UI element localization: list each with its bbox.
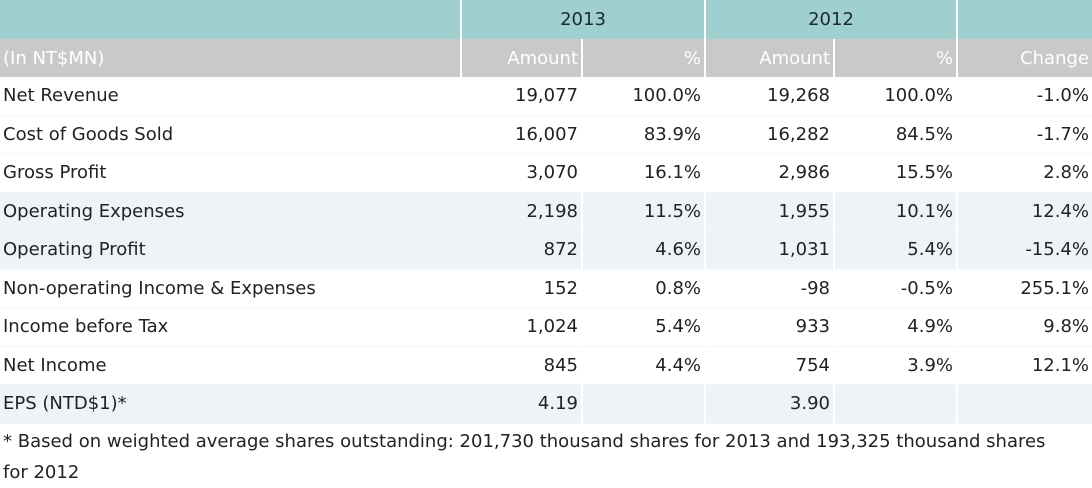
change-cell: -15.4%: [958, 231, 1092, 270]
row-label: Cost of Goods Sold: [0, 116, 462, 154]
table-row: Net Income 845 4.4% 754 3.9% 12.1%: [0, 346, 1092, 385]
pct-2013-cell: 100.0%: [583, 77, 706, 116]
amount-2013-cell: 3,070: [462, 154, 583, 193]
change-cell: -1.7%: [958, 116, 1092, 154]
change-cell: 12.1%: [958, 347, 1092, 385]
column-header-row: (In NT$MN) Amount % Amount % Change: [0, 39, 1092, 77]
amount-2013-cell: 872: [462, 231, 583, 270]
table-row: Gross Profit 3,070 16.1% 2,986 15.5% 2.8%: [0, 154, 1092, 193]
pct-2013-cell: 4.6%: [583, 231, 706, 270]
unit-label: (In NT$MN): [0, 39, 462, 77]
amount-2013-cell: 845: [462, 346, 583, 385]
amount-2013-cell: 1,024: [462, 308, 583, 347]
pct-2012-cell: 3.9%: [835, 346, 958, 385]
year-header-2012: 2012: [706, 0, 958, 39]
pct-2013-cell: 16.1%: [583, 154, 706, 193]
pct-2013-cell: [583, 385, 706, 424]
row-label: Net Revenue: [0, 77, 462, 116]
col-change: Change: [958, 39, 1092, 77]
amount-2012-cell: 16,282: [706, 115, 835, 154]
change-cell: -1.0%: [958, 77, 1092, 116]
amount-2013-cell: 2,198: [462, 192, 583, 231]
row-label: Net Income: [0, 347, 462, 385]
amount-2013-cell: 19,077: [462, 77, 583, 116]
change-cell: 12.4%: [958, 192, 1092, 231]
col-pct-2013: %: [583, 39, 706, 77]
row-label: Operating Expenses: [0, 192, 462, 231]
pct-2012-cell: 100.0%: [835, 77, 958, 116]
amount-2012-cell: 2,986: [706, 154, 835, 193]
table-row: Operating Profit 872 4.6% 1,031 5.4% -15.4%: [0, 231, 1092, 270]
empty-header-cell-change: [958, 0, 1092, 39]
change-cell: 9.8%: [958, 308, 1092, 347]
table-row: Net Revenue 19,077 100.0% 19,268 100.0% -1.0%: [0, 77, 1092, 116]
table-row: Operating Expenses 2,198 11.5% 1,955 10.1% 12…: [0, 192, 1092, 231]
row-label: Income before Tax: [0, 308, 462, 347]
row-label: EPS (NTD$1)*: [0, 385, 462, 424]
amount-2013-cell: 4.19: [462, 385, 583, 424]
footnote: * Based on weighted average shares outst…: [3, 430, 1046, 483]
row-label: Operating Profit: [0, 231, 462, 270]
pct-2013-cell: 5.4%: [583, 308, 706, 347]
table-row: Income before Tax 1,024 5.4% 933 4.9% 9.8%: [0, 308, 1092, 347]
amount-2012-cell: 933: [706, 308, 835, 347]
change-cell: 255.1%: [958, 270, 1092, 308]
col-pct-2012: %: [835, 39, 958, 77]
income-statement-table: 2013 2012 (In NT$MN) Amount % Amount % C…: [0, 0, 1092, 424]
year-header-2013: 2013: [462, 0, 706, 39]
pct-2012-cell: 15.5%: [835, 154, 958, 193]
amount-2012-cell: 754: [706, 346, 835, 385]
pct-2013-cell: 4.4%: [583, 346, 706, 385]
pct-2012-cell: -0.5%: [835, 269, 958, 308]
table-row: Cost of Goods Sold 16,007 83.9% 16,282 84.5%…: [0, 115, 1092, 154]
pct-2013-cell: 0.8%: [583, 269, 706, 308]
amount-2013-cell: 152: [462, 269, 583, 308]
pct-2013-cell: 83.9%: [583, 115, 706, 154]
pct-2012-cell: 10.1%: [835, 192, 958, 231]
amount-2012-cell: 1,955: [706, 192, 835, 231]
amount-2012-cell: 1,031: [706, 231, 835, 270]
pct-2013-cell: 11.5%: [583, 192, 706, 231]
table-row: EPS (NTD$1)* 4.19 3.90: [0, 385, 1092, 424]
empty-header-cell: [0, 0, 462, 39]
year-header-row: 2013 2012: [0, 0, 1092, 39]
amount-2012-cell: -98: [706, 269, 835, 308]
pct-2012-cell: 84.5%: [835, 115, 958, 154]
amount-2013-cell: 16,007: [462, 115, 583, 154]
table-row: Non-operating Income & Expenses 152 0.8% -9…: [0, 269, 1092, 308]
pct-2012-cell: 5.4%: [835, 231, 958, 270]
change-cell: 2.8%: [958, 154, 1092, 193]
amount-2012-cell: 3.90: [706, 385, 835, 424]
row-label: Non-operating Income & Expenses: [0, 270, 462, 308]
col-amount-2013: Amount: [462, 39, 583, 77]
row-label: Gross Profit: [0, 154, 462, 193]
pct-2012-cell: 4.9%: [835, 308, 958, 347]
pct-2012-cell: [835, 385, 958, 424]
change-cell: [958, 385, 1092, 424]
col-amount-2012: Amount: [706, 39, 835, 77]
amount-2012-cell: 19,268: [706, 77, 835, 116]
